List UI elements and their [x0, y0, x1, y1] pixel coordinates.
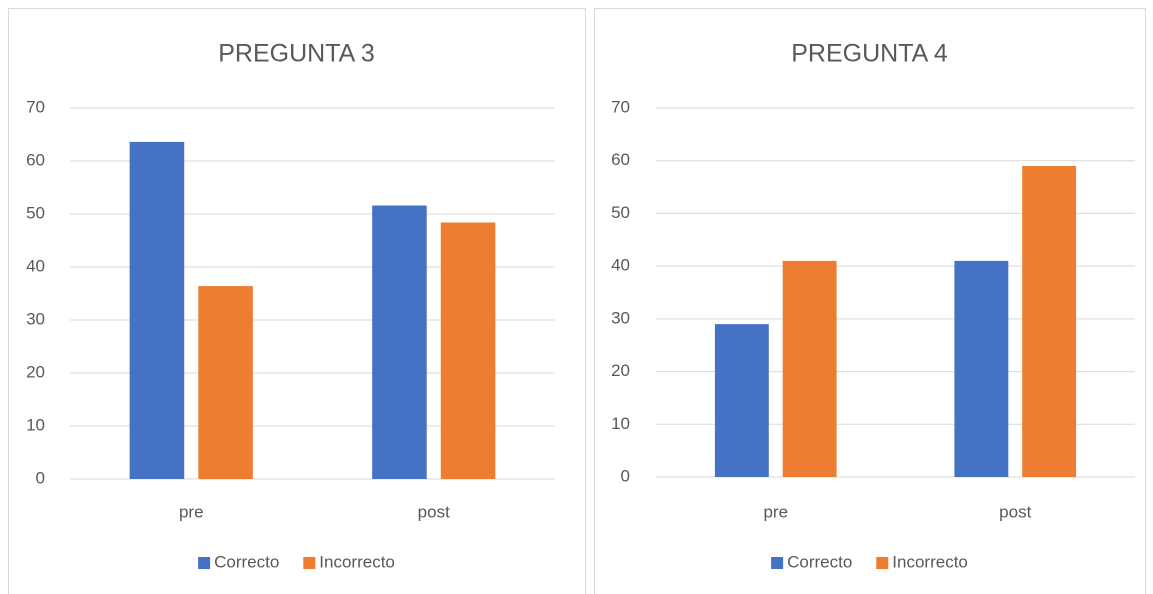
bar	[372, 205, 427, 479]
y-tick-label: 40	[611, 256, 630, 275]
y-tick-label: 70	[26, 97, 45, 116]
y-tick-label: 70	[611, 97, 630, 116]
y-tick-label: 20	[26, 362, 45, 381]
x-tick-label: pre	[763, 502, 788, 521]
bar	[954, 260, 1009, 477]
legend-swatch	[876, 557, 889, 569]
bar	[440, 222, 496, 480]
x-tick-label: pre	[179, 502, 204, 521]
y-tick-label: 50	[26, 203, 45, 222]
legend-label: Incorrecto	[892, 552, 968, 571]
y-tick-label: 10	[26, 415, 45, 434]
y-tick-label: 60	[26, 150, 45, 169]
y-tick-label: 50	[611, 203, 630, 222]
legend-label: Correcto	[787, 552, 852, 571]
chart-frame	[8, 8, 586, 594]
chart-title: PREGUNTA 3	[218, 40, 375, 68]
legend-label: Incorrecto	[319, 552, 395, 571]
y-tick-label: 20	[611, 361, 630, 380]
legend-swatch	[771, 557, 784, 569]
x-tick-label: post	[999, 502, 1031, 521]
legend-swatch	[198, 557, 211, 569]
bar	[129, 141, 185, 480]
x-tick-label: post	[418, 502, 450, 521]
legend-label: Correcto	[214, 552, 279, 571]
y-tick-label: 40	[26, 256, 45, 275]
bar	[198, 286, 253, 479]
chart-title: PREGUNTA 4	[791, 40, 948, 68]
y-tick-label: 30	[611, 308, 630, 327]
y-tick-label: 0	[36, 468, 45, 487]
bar	[782, 260, 837, 477]
legend-swatch	[303, 557, 316, 569]
y-tick-label: 60	[611, 150, 630, 169]
bar	[714, 324, 769, 477]
y-tick-label: 0	[621, 466, 630, 485]
y-tick-label: 30	[26, 309, 45, 328]
y-tick-label: 10	[611, 414, 630, 433]
chart-frame	[594, 8, 1146, 594]
bar	[1022, 165, 1077, 477]
